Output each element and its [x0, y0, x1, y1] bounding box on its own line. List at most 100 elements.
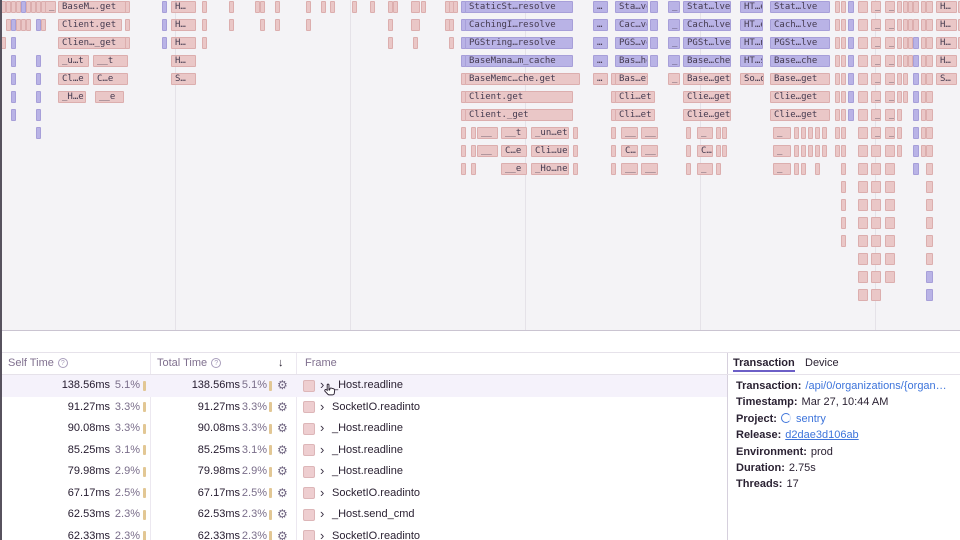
flame-frame[interactable]	[841, 108, 846, 121]
flame-frame[interactable]: _	[871, 18, 881, 31]
flame-frame[interactable]	[461, 162, 466, 175]
flame-frame[interactable]	[421, 0, 426, 13]
flame-frame[interactable]	[903, 0, 908, 13]
flame-frame[interactable]	[858, 0, 868, 13]
flame-frame[interactable]	[815, 126, 820, 139]
expand-chevron-icon[interactable]: ›	[320, 377, 325, 392]
flame-frame[interactable]	[255, 0, 260, 13]
flame-frame[interactable]	[611, 90, 616, 103]
flame-frame[interactable]: _	[885, 54, 895, 67]
flame-frame[interactable]: __	[477, 144, 498, 157]
flame-frame[interactable]: __	[641, 162, 658, 175]
flame-frame[interactable]	[897, 126, 902, 139]
flame-frame[interactable]	[926, 72, 933, 85]
flame-frame[interactable]: _u…t	[58, 54, 89, 67]
flame-frame[interactable]: Client.get	[465, 90, 573, 103]
expand-chevron-icon[interactable]: ›	[320, 463, 325, 478]
flame-frame[interactable]: H…	[936, 36, 957, 49]
flame-frame[interactable]	[393, 0, 398, 13]
flame-frame[interactable]	[921, 72, 926, 85]
flame-frame[interactable]	[202, 18, 207, 31]
flame-frame[interactable]: Base…get	[683, 72, 731, 85]
flame-frame[interactable]: Sta…ve	[615, 0, 648, 13]
sort-descending-icon[interactable]: ↓	[278, 357, 284, 369]
flame-frame[interactable]	[908, 36, 913, 49]
column-header-total-time[interactable]: Total Time?	[157, 353, 222, 374]
flame-frame[interactable]: Cl…e	[58, 72, 89, 85]
flame-frame[interactable]	[411, 18, 420, 31]
flame-frame[interactable]	[11, 36, 16, 49]
flame-frame[interactable]	[871, 144, 881, 157]
flame-frame[interactable]	[686, 144, 691, 157]
flame-frame[interactable]	[958, 0, 960, 13]
flame-frame[interactable]	[926, 90, 933, 103]
flame-frame[interactable]	[885, 144, 895, 157]
flame-frame[interactable]: H…	[171, 54, 196, 67]
flame-frame[interactable]	[471, 126, 476, 139]
flame-frame[interactable]: …	[593, 36, 608, 49]
flame-frame[interactable]: _	[668, 18, 680, 31]
flame-frame[interactable]: StaticSt…resolve	[465, 0, 573, 13]
flame-frame[interactable]	[885, 234, 895, 247]
flame-frame[interactable]: C…	[697, 144, 713, 157]
flame-frame[interactable]: Bas…he	[615, 54, 648, 67]
flame-frame[interactable]	[388, 36, 393, 49]
flame-frame[interactable]: PGSt…lve	[770, 36, 830, 49]
flame-frame[interactable]	[926, 18, 933, 31]
flame-frame[interactable]	[848, 18, 854, 31]
tab-transaction[interactable]: Transaction	[733, 356, 795, 372]
flame-frame[interactable]	[835, 126, 840, 139]
flame-frame[interactable]	[848, 54, 854, 67]
flame-frame[interactable]	[36, 54, 41, 67]
flame-frame[interactable]	[841, 72, 846, 85]
flame-frame[interactable]	[926, 234, 933, 247]
table-row[interactable]: 62.53ms 2.3% 62.53ms 2.3% ⚙ › _Host.send_cmd	[0, 504, 727, 526]
flame-frame[interactable]: Client._get	[465, 108, 573, 121]
flame-frame[interactable]	[275, 18, 280, 31]
flame-frame[interactable]: Cli…et	[615, 108, 655, 121]
flame-frame[interactable]	[573, 126, 578, 139]
flame-frame[interactable]	[16, 18, 21, 31]
flame-frame[interactable]	[903, 72, 908, 85]
flame-frame[interactable]	[686, 162, 691, 175]
gear-icon[interactable]: ⚙	[277, 507, 288, 521]
flame-frame[interactable]: _	[871, 54, 881, 67]
flame-frame[interactable]: …	[593, 72, 608, 85]
flame-frame[interactable]	[897, 18, 902, 31]
flame-frame[interactable]	[36, 0, 41, 13]
gear-icon[interactable]: ⚙	[277, 378, 288, 392]
flame-frame[interactable]	[650, 36, 658, 49]
flame-frame[interactable]	[871, 180, 881, 193]
flame-frame[interactable]	[841, 36, 846, 49]
flame-frame[interactable]: _	[885, 90, 895, 103]
flame-frame[interactable]	[885, 216, 895, 229]
flame-frame[interactable]	[913, 72, 919, 85]
flame-frame[interactable]: Stat…lve	[683, 0, 731, 13]
flame-frame[interactable]: Bas…et	[615, 72, 648, 85]
flame-frame[interactable]	[36, 108, 41, 121]
flame-frame[interactable]	[921, 54, 926, 67]
flame-frame[interactable]: __t	[93, 54, 128, 67]
flame-frame[interactable]: Base…che	[770, 54, 830, 67]
flame-frame[interactable]	[903, 18, 908, 31]
flame-frame[interactable]	[913, 54, 919, 67]
flame-frame[interactable]	[794, 162, 799, 175]
flame-frame[interactable]	[260, 0, 265, 13]
flame-frame[interactable]: _	[871, 108, 881, 121]
flame-frame[interactable]	[848, 0, 854, 13]
flame-frame[interactable]	[835, 72, 840, 85]
flame-frame[interactable]	[461, 126, 466, 139]
flame-frame[interactable]	[858, 126, 868, 139]
flame-frame[interactable]: _	[668, 36, 680, 49]
flame-frame[interactable]: _	[885, 0, 895, 13]
flame-frame[interactable]	[794, 144, 799, 157]
flame-frame[interactable]: Clie…get	[770, 90, 830, 103]
flame-frame[interactable]: _	[668, 72, 680, 85]
flame-frame[interactable]	[903, 90, 908, 103]
flame-frame[interactable]: _Ho…ne	[531, 162, 569, 175]
flame-frame[interactable]: CachingI…resolve	[465, 18, 573, 31]
table-row[interactable]: 85.25ms 3.1% 85.25ms 3.1% ⚙ › _Host.readline	[0, 440, 727, 462]
flame-frame[interactable]	[26, 0, 31, 13]
flame-frame[interactable]	[388, 0, 393, 13]
column-header-self-time[interactable]: Self Time?	[8, 353, 68, 374]
